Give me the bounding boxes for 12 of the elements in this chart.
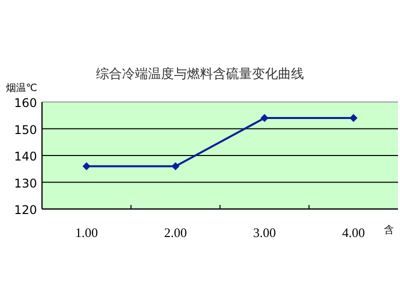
x-tick-label: 1.00 <box>75 225 98 240</box>
x-axis-title: 含 <box>384 224 394 236</box>
chart-title: 综合冷端温度与燃料含硫量变化曲线 <box>96 66 304 82</box>
y-tick-label: 120 <box>14 203 37 217</box>
x-tick-label: 3.00 <box>253 225 276 240</box>
y-tick-label: 150 <box>14 122 37 137</box>
y-tick-label: 130 <box>14 176 37 190</box>
x-tick-label: 2.00 <box>164 225 187 240</box>
y-tick-label: 140 <box>14 150 37 164</box>
x-tick-label: 4.00 <box>342 225 365 240</box>
y-axis-title: 烟温℃ <box>6 82 38 94</box>
y-tick-label: 160 <box>14 96 37 110</box>
